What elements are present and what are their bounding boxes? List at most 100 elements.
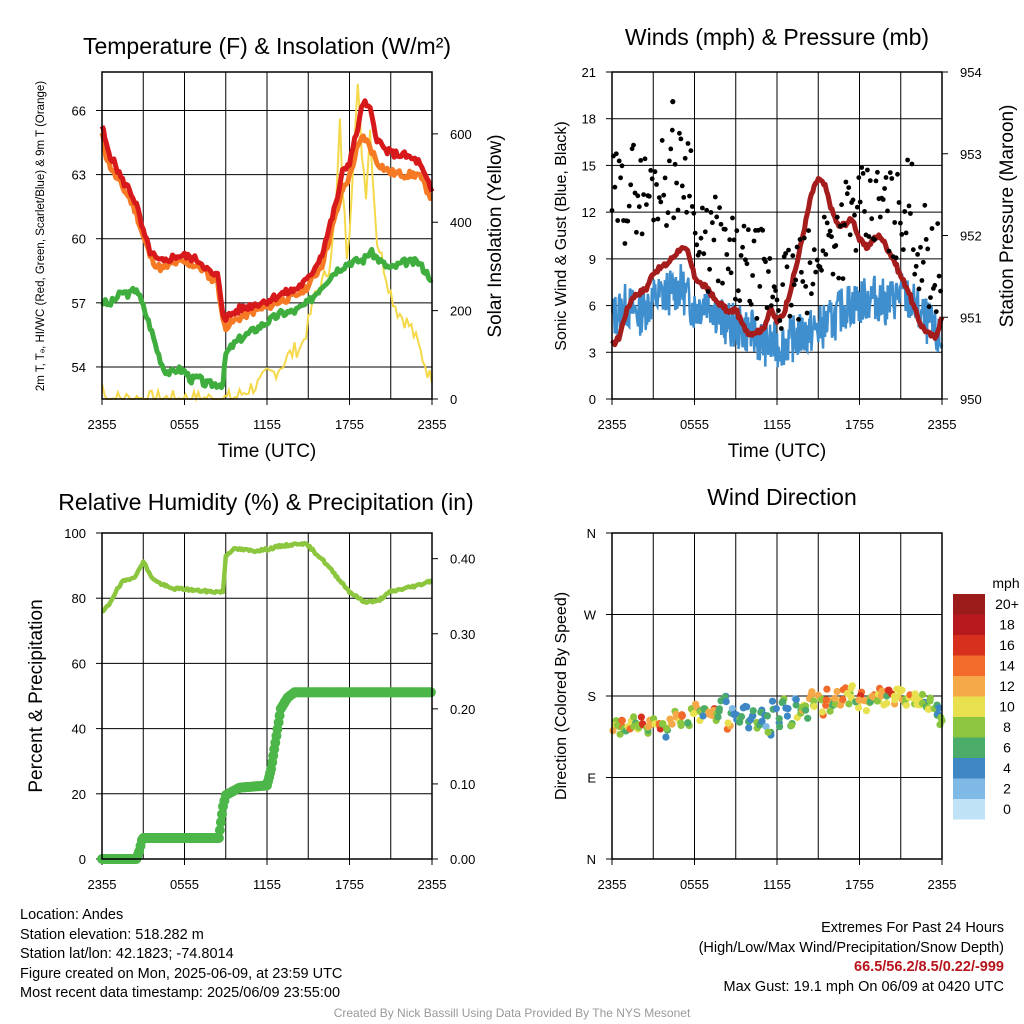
gust-dot <box>770 294 776 300</box>
direction-dot <box>748 712 757 720</box>
winds-title: Winds (mph) & Pressure (mb) <box>625 24 929 50</box>
gust-dot <box>898 220 903 226</box>
gust-dot <box>707 266 712 272</box>
winds-xtick-label: 1155 <box>763 417 791 432</box>
gust-dot <box>725 266 731 272</box>
gust-dot <box>740 244 745 250</box>
gust-dot <box>697 249 702 255</box>
temperature-xtick-label: 1755 <box>335 417 364 432</box>
gust-dot <box>886 248 892 254</box>
gust-dot <box>708 210 714 215</box>
direction-dot <box>847 684 855 692</box>
gust-dot <box>847 232 853 238</box>
gust-dot <box>843 179 849 185</box>
gust-dot <box>885 208 890 214</box>
humidity-y2tick-label: 0.40 <box>450 552 475 567</box>
gust-dot <box>800 279 806 284</box>
gust-dot <box>829 234 834 240</box>
gust-dot <box>728 270 734 276</box>
precipitation-dot <box>215 817 226 828</box>
gust-dot <box>715 278 721 284</box>
direction-dot <box>776 723 784 731</box>
gust-dot <box>631 142 636 148</box>
gust-dot <box>935 221 941 227</box>
relative-humidity-line <box>101 540 434 614</box>
gust-dot <box>619 163 625 169</box>
gust-dot <box>910 247 916 253</box>
gust-dot <box>682 155 688 161</box>
gust-dot <box>751 238 757 244</box>
gust-dot <box>912 271 918 277</box>
gust-dot <box>659 138 665 143</box>
gust-dot <box>760 227 766 233</box>
gust-dot <box>906 203 912 209</box>
gust-dot <box>784 264 790 270</box>
gust-dot <box>923 237 929 242</box>
gust-dot <box>862 209 867 214</box>
gust-dot <box>754 316 760 321</box>
gust-dot <box>712 194 718 200</box>
gust-dot <box>768 303 774 308</box>
gust-dot <box>757 284 763 289</box>
gust-dot <box>636 204 642 210</box>
legend-swatch <box>953 614 985 635</box>
sonic-wind-line <box>610 264 944 368</box>
direction-ytick-label: S <box>587 689 596 704</box>
gust-dot <box>909 161 915 167</box>
gust-dot <box>671 215 677 221</box>
direction-dot <box>715 707 723 715</box>
gust-dot <box>880 197 886 202</box>
direction-dot <box>862 707 871 715</box>
gust-dot <box>834 214 840 220</box>
gust-dot <box>844 191 850 197</box>
direction-dot <box>926 694 934 702</box>
gust-dot <box>750 273 755 278</box>
direction-dot <box>783 712 792 720</box>
humidity-xtick-label: 2355 <box>88 877 117 892</box>
location-label: Location: Andes <box>20 907 124 923</box>
gust-dot <box>799 269 804 275</box>
temperature-xtick-label: 2355 <box>418 417 447 432</box>
gust-dot <box>936 273 942 279</box>
gust-dot <box>720 280 725 286</box>
max-gust-label: Max Gust: 19.1 mph On 06/09 at 0420 UTC <box>723 978 1004 995</box>
legend-swatch <box>953 594 985 615</box>
gust-dot <box>735 288 741 294</box>
gust-dot <box>687 193 692 199</box>
direction-dot <box>868 692 876 700</box>
legend-title: mph <box>992 575 1019 591</box>
humidity-xtick-label: 2355 <box>418 877 447 892</box>
temperature-title: Temperature (F) & Insolation (W/m²) <box>83 33 451 59</box>
temperature-ylabel-right: Solar Insolation (Yellow) <box>485 134 506 337</box>
gust-dot <box>651 217 656 223</box>
extremes-box: Extremes For Past 24 Hours (High/Low/Max… <box>699 919 1004 997</box>
humidity-y2tick-label: 0.10 <box>450 777 475 792</box>
humidity-ytick-label: 40 <box>72 722 86 737</box>
gust-dot <box>919 278 925 283</box>
gust-dot <box>889 176 895 181</box>
direction-dot <box>878 687 886 695</box>
direction-dot <box>722 698 730 706</box>
temperature-ytick-label: 57 <box>72 296 86 311</box>
temperature-y2tick-label: 0 <box>450 392 457 407</box>
gust-dot <box>629 146 635 152</box>
temperature-ytick-label: 63 <box>72 168 86 183</box>
gust-dot <box>833 243 839 248</box>
direction-dot <box>749 707 757 715</box>
direction-dot <box>662 733 670 741</box>
direction-ytick-label: E <box>587 771 596 786</box>
temperature-ytick-label: 66 <box>72 103 86 118</box>
gust-dot <box>780 282 786 287</box>
gust-dot <box>681 195 687 200</box>
precipitation-dot <box>425 687 436 698</box>
gust-dot <box>774 297 780 303</box>
gust-dot <box>883 175 889 180</box>
gust-dot <box>853 248 859 253</box>
temperature-y2tick-label: 400 <box>450 215 472 230</box>
direction-dot <box>724 719 732 727</box>
gust-dot <box>669 127 675 133</box>
temperature-xtick-label: 0555 <box>170 417 199 432</box>
humidity-panel <box>96 532 438 865</box>
gust-dot <box>679 183 685 189</box>
gust-dot <box>724 252 730 257</box>
